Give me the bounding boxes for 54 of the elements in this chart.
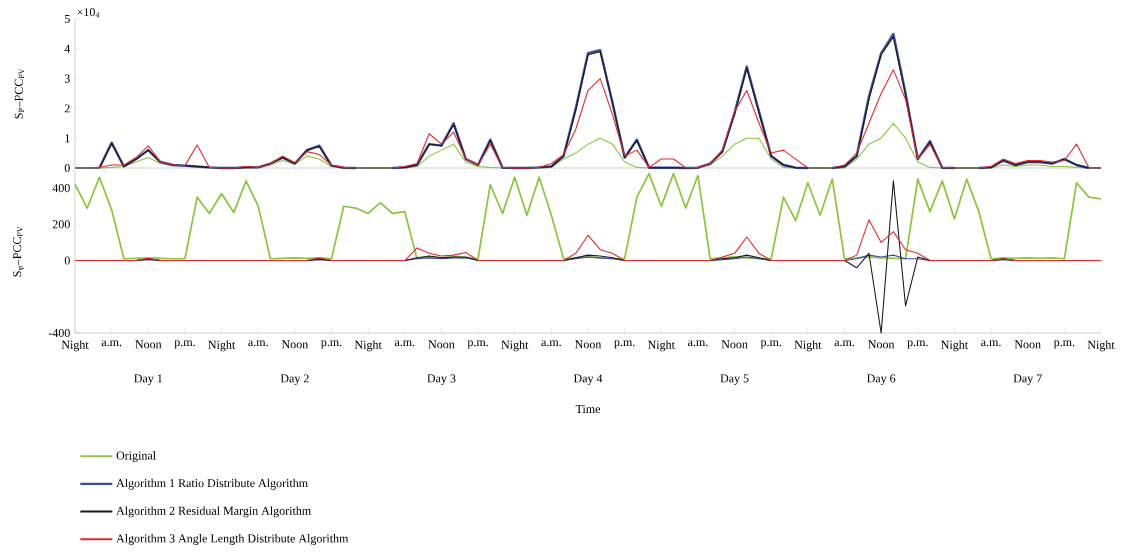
text: ×10$_{4}$ <box>77 8 100 18</box>
legend-label: Algorithm 3 Angle Length Distribute Algorithm <box>116 534 349 545</box>
x-axis-title: Time <box>575 404 601 414</box>
x-tick-label: Noon <box>575 340 602 349</box>
x-tick-label: Night <box>794 340 822 352</box>
legend-label: Algorithm 2 Residual Margin Algorithm <box>116 506 311 518</box>
x-tick-label: a.m. <box>834 340 855 347</box>
text: Day 6 <box>867 374 896 385</box>
x-tick-label: p.m. <box>1053 340 1075 349</box>
x-tick-label: p.m. <box>614 340 635 349</box>
y-tick-label: 400 <box>52 184 70 193</box>
x-tick-label: p.m. <box>321 340 342 349</box>
x-tick-label: Night <box>647 340 675 352</box>
y-axis-title: S$_{φ}$–PCC$_{PV}$ <box>13 226 25 277</box>
y-tick-label: 5 <box>64 15 70 23</box>
text: Day 5 <box>720 374 749 385</box>
x-tick-label: Noon <box>135 340 162 349</box>
x-tick-label: a.m. <box>688 340 708 347</box>
legend-label: Original <box>116 451 156 462</box>
y-tick-label: 2 <box>64 104 70 113</box>
x-tick-label: Noon <box>721 340 748 349</box>
x-tick-label: a.m. <box>541 340 561 347</box>
x-tick-label: Night <box>354 340 382 352</box>
x-tick-label: Night <box>61 340 89 352</box>
legend-label: Algorithm 1 Ratio Distribute Algorithm <box>116 478 308 490</box>
x-tick-label: Night <box>1087 340 1115 352</box>
text: Day 7 <box>1013 374 1042 385</box>
y-tick-label: -400 <box>48 328 70 338</box>
y-tick-label: 0 <box>64 163 70 173</box>
x-tick-label: Noon <box>428 340 455 349</box>
y-tick-label: 200 <box>52 220 70 229</box>
x-tick-label: p.m. <box>174 340 195 349</box>
y-tick-label: 4 <box>64 44 71 53</box>
x-tick-label: Noon <box>868 340 895 349</box>
y-tick-label: 0 <box>64 256 70 265</box>
x-tick-label: a.m. <box>981 340 1001 347</box>
x-tick-label: p.m. <box>467 340 488 349</box>
x-tick-label: p.m. <box>907 340 928 349</box>
x-tick-label: Noon <box>1014 340 1041 349</box>
y-axis-title: S$_{P}$–PCC$_{PV}$ <box>14 68 25 119</box>
x-tick-label: a.m. <box>101 340 122 347</box>
y-tick-label: 3 <box>64 74 70 83</box>
x-tick-label: a.m. <box>394 340 415 347</box>
x-tick-label: Night <box>208 340 236 352</box>
text: Day 3 <box>427 374 456 385</box>
x-tick-label: Night <box>501 340 529 352</box>
x-tick-label: a.m. <box>248 340 268 347</box>
text: Day 1 <box>134 374 163 385</box>
x-tick-label: Night <box>941 340 969 352</box>
text: Day 2 <box>280 374 309 385</box>
x-tick-label: Noon <box>281 340 308 349</box>
y-tick-label: 1 <box>65 134 70 143</box>
text: Day 4 <box>573 374 603 385</box>
x-tick-label: p.m. <box>760 340 782 349</box>
